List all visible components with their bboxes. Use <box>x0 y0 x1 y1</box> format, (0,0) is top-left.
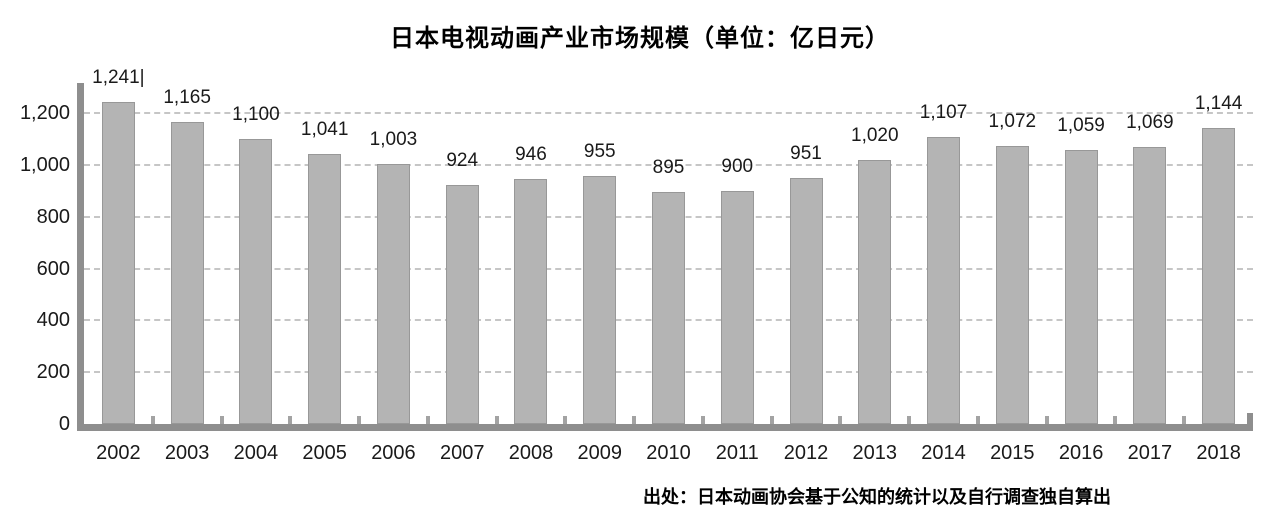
value-label-2008: 946 <box>515 143 547 165</box>
bar-2010 <box>652 192 685 424</box>
gridline-1000 <box>84 163 1253 166</box>
x-axis-tick <box>975 416 980 424</box>
x-axis-tick <box>219 416 224 424</box>
value-label-2018: 1,144 <box>1194 92 1243 114</box>
y-axis-label-200: 200 <box>36 361 70 384</box>
x-axis-label-2008: 2008 <box>508 442 554 464</box>
chart-title: 日本电视动画产业市场规模（单位：亿日元） <box>390 25 890 52</box>
bar-2014 <box>927 137 961 424</box>
bar-2015 <box>995 146 1029 424</box>
x-axis-label-2012: 2012 <box>783 442 829 464</box>
bar-2004 <box>239 138 273 424</box>
x-axis-tick <box>632 416 637 424</box>
value-label-2011: 900 <box>721 155 754 177</box>
bar-2005 <box>308 154 342 424</box>
value-label-2009: 955 <box>583 141 616 163</box>
value-label-2010: 895 <box>652 157 685 179</box>
x-axis-line <box>77 424 1253 431</box>
x-axis-tick <box>1044 416 1049 424</box>
source-note: 出处：日本动画协会基于公知的统计以及自行调查独自算出 <box>643 487 1111 507</box>
gridline-1200 <box>84 112 1253 114</box>
x-axis-tick <box>769 416 774 424</box>
x-axis-tick <box>494 416 499 424</box>
x-axis-label-2011: 2011 <box>715 442 759 464</box>
value-label-2006: 1,003 <box>369 129 418 151</box>
y-axis-label-1000: 1,000 <box>19 153 70 176</box>
bar-2009 <box>583 176 617 424</box>
x-axis-label-2007: 2007 <box>439 442 485 464</box>
x-axis-tick <box>563 416 568 424</box>
value-label-2005: 1,041 <box>300 119 349 141</box>
bar-2008 <box>514 178 548 424</box>
bar-2003 <box>170 122 204 424</box>
bar-2017 <box>1133 146 1167 424</box>
bar-2007 <box>445 184 479 424</box>
x-axis-tick <box>150 416 155 424</box>
x-axis-tick <box>357 416 362 424</box>
bar-2018 <box>1202 127 1236 424</box>
value-label-2013: 1,020 <box>851 124 899 146</box>
x-axis-tick <box>425 416 430 424</box>
bar-2002 <box>101 102 135 424</box>
y-axis-label-1200: 1,200 <box>19 102 70 124</box>
x-axis-tick <box>907 416 912 424</box>
x-axis-tick <box>838 416 843 424</box>
bar-2012 <box>789 177 823 424</box>
x-axis-tick <box>1182 416 1187 424</box>
x-axis-tick <box>1113 416 1118 424</box>
y-axis-line <box>77 83 84 431</box>
value-label-2012: 951 <box>790 142 822 164</box>
bar-2011 <box>720 190 754 424</box>
x-axis-label-2005: 2005 <box>302 442 347 464</box>
y-axis-label-0: 0 <box>58 413 70 435</box>
x-axis-label-2006: 2006 <box>371 442 416 464</box>
value-label-2017: 1,069 <box>1126 111 1174 133</box>
x-axis-label-2003: 2003 <box>164 442 210 464</box>
x-axis-label-2017: 2017 <box>1127 442 1173 464</box>
x-axis-label-2013: 2013 <box>852 442 898 464</box>
value-label-2007: 924 <box>446 149 479 171</box>
x-axis-end-tick <box>1247 413 1253 424</box>
x-axis-label-2015: 2015 <box>990 442 1035 464</box>
x-axis-label-2009: 2009 <box>577 442 622 464</box>
bar-2006 <box>376 164 410 424</box>
value-label-2002: 1,241| <box>92 67 145 89</box>
bar-2016 <box>1064 149 1098 424</box>
value-label-2003: 1,165 <box>163 87 211 109</box>
x-axis-tick <box>288 416 293 424</box>
x-axis-label-2014: 2014 <box>921 442 966 464</box>
y-axis-label-400: 400 <box>36 309 70 332</box>
value-label-2016: 1,059 <box>1057 114 1105 136</box>
value-label-2004: 1,100 <box>232 103 280 125</box>
y-axis-label-600: 600 <box>36 257 70 280</box>
x-axis-label-2016: 2016 <box>1058 442 1104 464</box>
y-axis-label-800: 800 <box>36 205 70 228</box>
value-label-2015: 1,072 <box>988 111 1037 133</box>
x-axis-label-2002: 2002 <box>96 442 141 464</box>
x-axis-label-2018: 2018 <box>1196 442 1241 464</box>
x-axis-label-2010: 2010 <box>646 442 691 464</box>
value-label-2014: 1,107 <box>919 102 968 124</box>
bar-2013 <box>858 159 892 424</box>
x-axis-label-2004: 2004 <box>233 442 279 464</box>
x-axis-tick <box>700 416 705 424</box>
